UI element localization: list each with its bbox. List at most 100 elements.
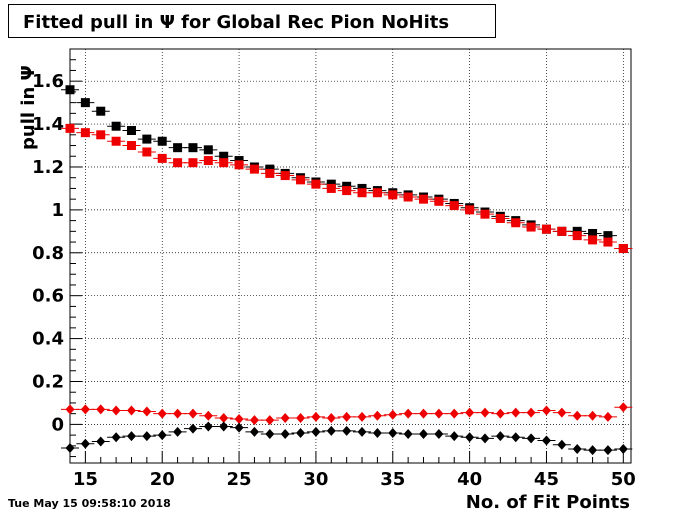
data-point <box>249 164 259 174</box>
data-point <box>588 228 598 238</box>
data-point <box>326 412 336 423</box>
data-point <box>526 433 536 444</box>
title-box: Fitted pull in Ψ for Global Rec Pion NoH… <box>8 4 496 38</box>
data-point <box>265 429 275 440</box>
y-tick-label: 0.4 <box>32 329 64 350</box>
data-point <box>449 201 459 211</box>
data-point <box>126 141 136 151</box>
data-point <box>603 445 613 456</box>
y-tick-label: 1.6 <box>32 71 64 92</box>
data-point <box>203 156 213 166</box>
data-point <box>80 98 90 108</box>
y-tick-label: 0.2 <box>32 371 64 392</box>
data-point <box>111 136 121 146</box>
data-point <box>326 183 336 193</box>
data-point <box>372 188 382 198</box>
data-point <box>480 209 490 219</box>
data-point <box>280 412 290 423</box>
data-point <box>557 407 567 418</box>
data-point <box>495 431 505 442</box>
data-point <box>495 408 505 419</box>
data-point <box>219 151 229 161</box>
data-point <box>403 408 413 419</box>
data-point <box>388 409 398 420</box>
data-point <box>311 411 321 422</box>
data-point <box>357 411 367 422</box>
data-point <box>511 432 521 443</box>
x-tick-label: 25 <box>227 469 252 490</box>
x-tick-label: 35 <box>380 469 405 490</box>
data-point <box>342 186 352 196</box>
data-point <box>603 237 613 247</box>
data-point <box>111 121 121 131</box>
data-point <box>142 431 152 442</box>
data-point <box>296 427 306 438</box>
data-point <box>188 423 198 434</box>
y-tick-label: 0 <box>51 414 64 435</box>
data-point <box>588 235 598 245</box>
data-point <box>296 412 306 423</box>
data-point <box>326 425 336 436</box>
data-point <box>465 432 475 443</box>
data-point <box>157 408 167 419</box>
data-point <box>157 430 167 441</box>
x-tick-label: 20 <box>150 469 175 490</box>
data-point <box>80 128 90 138</box>
data-point <box>557 226 567 236</box>
x-tick-label: 15 <box>73 469 98 490</box>
data-point <box>126 405 136 416</box>
data-point <box>541 435 551 446</box>
data-point <box>65 85 75 95</box>
y-tick-label: 0.6 <box>32 286 64 307</box>
data-point <box>372 427 382 438</box>
data-point <box>403 192 413 202</box>
data-point <box>388 190 398 200</box>
data-point <box>541 224 551 234</box>
data-point <box>557 439 567 450</box>
data-point <box>434 429 444 440</box>
data-point <box>357 426 367 437</box>
data-point <box>572 231 582 241</box>
data-point <box>188 408 198 419</box>
data-point <box>526 222 536 232</box>
data-point <box>342 411 352 422</box>
data-point <box>249 426 259 437</box>
x-tick-label: 45 <box>534 469 559 490</box>
data-point <box>434 408 444 419</box>
data-point <box>96 130 106 140</box>
data-point <box>495 213 505 223</box>
data-point <box>419 429 429 440</box>
data-point <box>234 414 244 425</box>
data-point <box>526 407 536 418</box>
chart-title: Fitted pull in Ψ for Global Rec Pion NoH… <box>23 12 450 33</box>
data-point <box>357 188 367 198</box>
y-axis-label: pull in Ψ <box>18 65 39 150</box>
data-point <box>419 408 429 419</box>
axes: 15 20 25 30 35 40 45 50 0 0.2 0.4 0.6 0.8 1 1.2 1.4 1.6 <box>32 48 636 490</box>
data-point <box>311 426 321 437</box>
y-tick-label: 1.4 <box>32 114 64 135</box>
y-tick-label: 0.8 <box>32 243 64 264</box>
data-point <box>434 196 444 206</box>
x-axis-label: No. of Fit Points <box>465 492 630 513</box>
data-point <box>342 425 352 436</box>
data-point <box>96 404 106 415</box>
data-markers <box>61 85 633 456</box>
grid-lines <box>70 49 631 463</box>
data-point <box>234 422 244 433</box>
data-point <box>203 410 213 421</box>
data-point <box>511 407 521 418</box>
data-point <box>80 404 90 415</box>
plot-frame <box>69 48 632 464</box>
data-point <box>280 429 290 440</box>
data-point <box>234 160 244 170</box>
data-point <box>65 404 75 415</box>
data-point <box>111 405 121 416</box>
data-point <box>142 134 152 144</box>
data-point <box>265 415 275 426</box>
data-point <box>80 438 90 449</box>
data-point <box>618 243 628 253</box>
data-point <box>480 433 490 444</box>
data-point <box>419 194 429 204</box>
data-point <box>96 106 106 116</box>
